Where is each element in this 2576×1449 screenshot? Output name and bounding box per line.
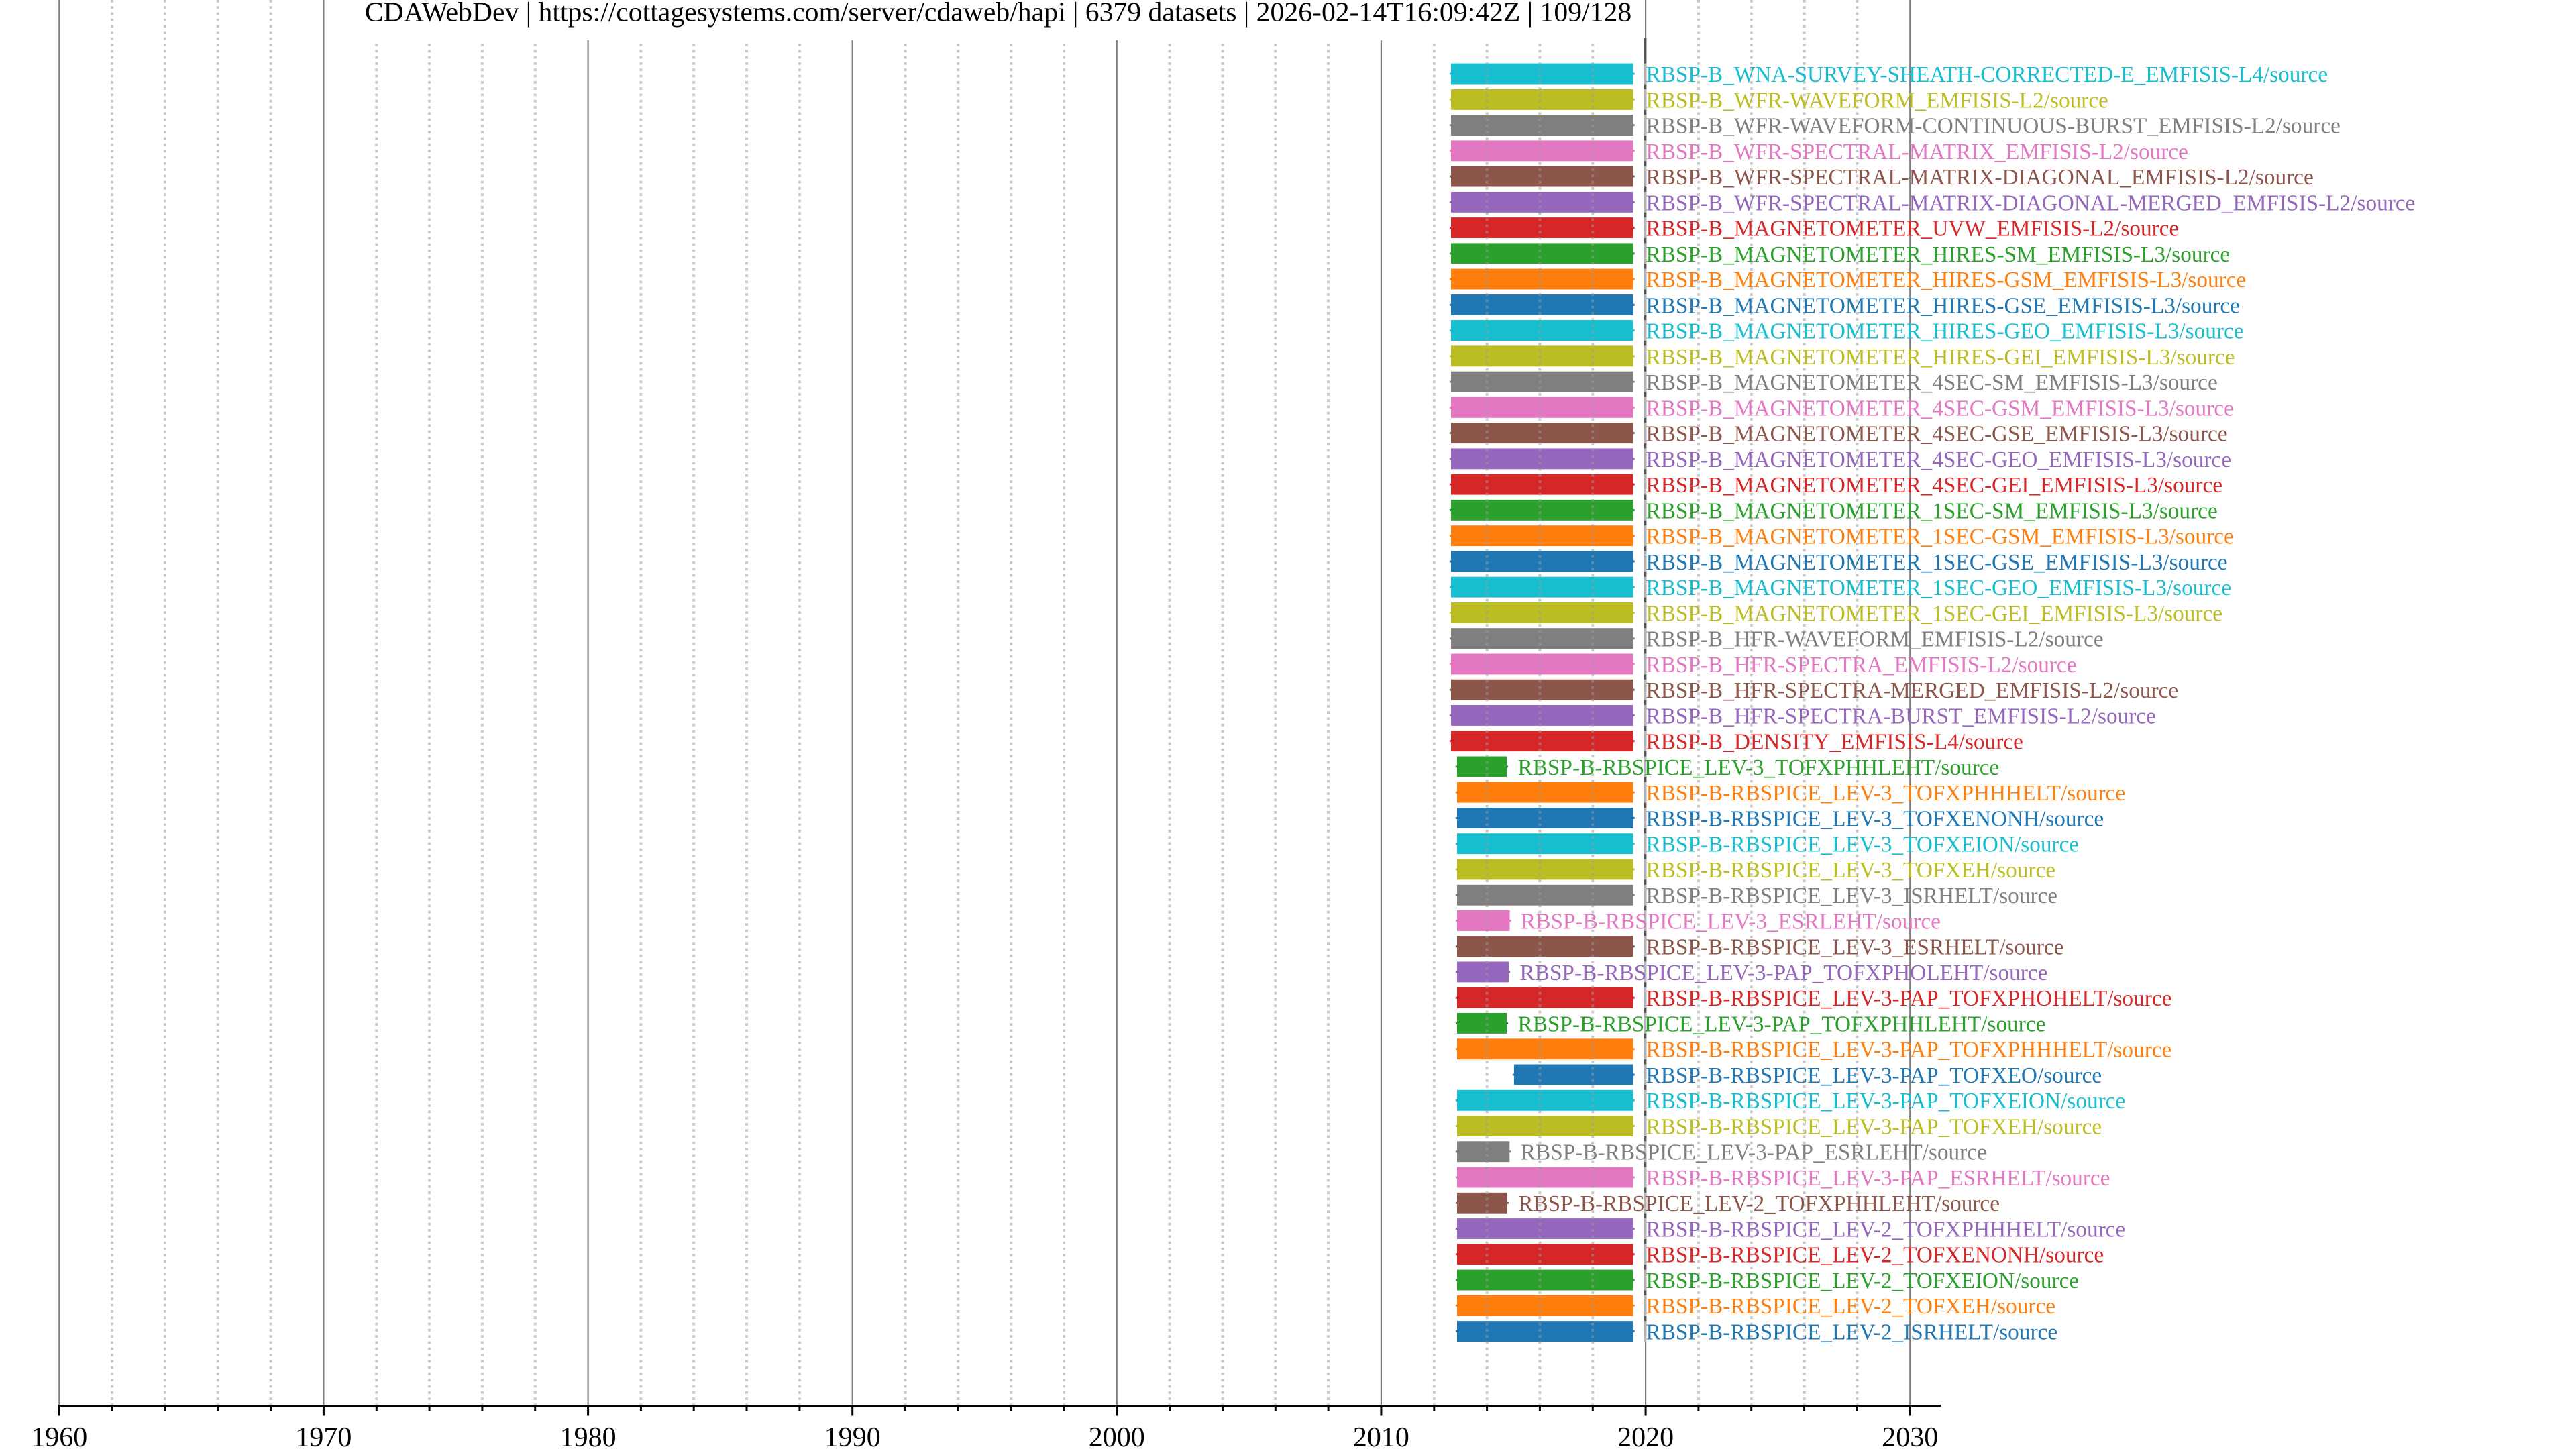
svg-text:RBSP-B-RBSPICE_LEV-3_TOFXEION/: RBSP-B-RBSPICE_LEV-3_TOFXEION/source (1646, 833, 2080, 857)
svg-text:1970: 1970 (295, 1422, 352, 1449)
svg-text:1980: 1980 (560, 1422, 616, 1449)
svg-text:RBSP-B_WFR-SPECTRAL-MATRIX-DIA: RBSP-B_WFR-SPECTRAL-MATRIX-DIAGONAL-MERG… (1646, 191, 2416, 215)
svg-text:RBSP-B-RBSPICE_LEV-2_TOFXEION/: RBSP-B-RBSPICE_LEV-2_TOFXEION/source (1646, 1269, 2080, 1293)
svg-text:2000: 2000 (1089, 1422, 1145, 1449)
svg-text:1990: 1990 (824, 1422, 881, 1449)
svg-text:RBSP-B_MAGNETOMETER_4SEC-GEO_E: RBSP-B_MAGNETOMETER_4SEC-GEO_EMFISIS-L3/… (1646, 447, 2232, 472)
svg-text:2020: 2020 (1617, 1422, 1674, 1449)
svg-text:RBSP-B_MAGNETOMETER_1SEC-GEI_E: RBSP-B_MAGNETOMETER_1SEC-GEI_EMFISIS-L3/… (1646, 601, 2223, 626)
svg-text:RBSP-B-RBSPICE_LEV-3-PAP_TOFXE: RBSP-B-RBSPICE_LEV-3-PAP_TOFXEO/source (1646, 1063, 2102, 1088)
svg-text:RBSP-B_MAGNETOMETER_1SEC-GEO_E: RBSP-B_MAGNETOMETER_1SEC-GEO_EMFISIS-L3/… (1646, 576, 2232, 600)
svg-text:RBSP-B_MAGNETOMETER_1SEC-GSM_E: RBSP-B_MAGNETOMETER_1SEC-GSM_EMFISIS-L3/… (1646, 525, 2234, 549)
svg-text:RBSP-B-RBSPICE_LEV-3_ISRHELT/s: RBSP-B-RBSPICE_LEV-3_ISRHELT/source (1646, 883, 2058, 908)
svg-text:RBSP-B_MAGNETOMETER_4SEC-GEI_E: RBSP-B_MAGNETOMETER_4SEC-GEI_EMFISIS-L3/… (1646, 473, 2223, 498)
svg-text:RBSP-B_MAGNETOMETER_HIRES-GSE_: RBSP-B_MAGNETOMETER_HIRES-GSE_EMFISIS-L3… (1646, 293, 2241, 318)
svg-text:RBSP-B_MAGNETOMETER_4SEC-GSM_E: RBSP-B_MAGNETOMETER_4SEC-GSM_EMFISIS-L3/… (1646, 396, 2234, 421)
svg-text:RBSP-B_MAGNETOMETER_HIRES-SM_E: RBSP-B_MAGNETOMETER_HIRES-SM_EMFISIS-L3/… (1646, 242, 2231, 267)
svg-text:RBSP-B-RBSPICE_LEV-2_TOFXENONH: RBSP-B-RBSPICE_LEV-2_TOFXENONH/source (1646, 1243, 2104, 1268)
svg-text:RBSP-B_WNA-SURVEY-SHEATH-CORRE: RBSP-B_WNA-SURVEY-SHEATH-CORRECTED-E_EMF… (1646, 62, 2328, 87)
svg-text:RBSP-B_MAGNETOMETER_HIRES-GEO_: RBSP-B_MAGNETOMETER_HIRES-GEO_EMFISIS-L3… (1646, 319, 2244, 344)
svg-text:RBSP-B_WFR-SPECTRAL-MATRIX-DIA: RBSP-B_WFR-SPECTRAL-MATRIX-DIAGONAL_EMFI… (1646, 165, 2314, 190)
svg-text:RBSP-B_MAGNETOMETER_1SEC-SM_EM: RBSP-B_MAGNETOMETER_1SEC-SM_EMFISIS-L3/s… (1646, 498, 2218, 523)
svg-text:RBSP-B_DENSITY_EMFISIS-L4/sour: RBSP-B_DENSITY_EMFISIS-L4/source (1646, 730, 2023, 755)
svg-text:RBSP-B-RBSPICE_LEV-3-PAP_TOFXP: RBSP-B-RBSPICE_LEV-3-PAP_TOFXPHHLEHT/sou… (1518, 1012, 2046, 1036)
svg-text:RBSP-B-RBSPICE_LEV-3_ESRHELT/s: RBSP-B-RBSPICE_LEV-3_ESRHELT/source (1646, 935, 2064, 960)
svg-text:RBSP-B-RBSPICE_LEV-3-PAP_TOFXP: RBSP-B-RBSPICE_LEV-3-PAP_TOFXPHOLEHT/sou… (1520, 961, 2048, 985)
svg-text:RBSP-B_HFR-SPECTRA_EMFISIS-L2/: RBSP-B_HFR-SPECTRA_EMFISIS-L2/source (1646, 653, 2077, 678)
svg-text:RBSP-B-RBSPICE_LEV-3-PAP_ESRHE: RBSP-B-RBSPICE_LEV-3-PAP_ESRHELT/source (1646, 1166, 2110, 1191)
svg-text:RBSP-B_MAGNETOMETER_1SEC-GSE_E: RBSP-B_MAGNETOMETER_1SEC-GSE_EMFISIS-L3/… (1646, 550, 2228, 575)
svg-text:RBSP-B_HFR-SPECTRA-MERGED_EMFI: RBSP-B_HFR-SPECTRA-MERGED_EMFISIS-L2/sou… (1646, 678, 2179, 703)
svg-text:RBSP-B-RBSPICE_LEV-2_TOFXEH/so: RBSP-B-RBSPICE_LEV-2_TOFXEH/source (1646, 1294, 2056, 1319)
svg-text:RBSP-B-RBSPICE_LEV-2_TOFXPHHLE: RBSP-B-RBSPICE_LEV-2_TOFXPHHLEHT/source (1518, 1191, 2000, 1216)
svg-text:2030: 2030 (1882, 1422, 1938, 1449)
svg-text:RBSP-B_WFR-WAVEFORM-CONTINUOUS: RBSP-B_WFR-WAVEFORM-CONTINUOUS-BURST_EMF… (1646, 114, 2341, 139)
svg-text:RBSP-B-RBSPICE_LEV-3_TOFXEH/so: RBSP-B-RBSPICE_LEV-3_TOFXEH/source (1646, 858, 2056, 883)
svg-text:RBSP-B-RBSPICE_LEV-3-PAP_TOFXP: RBSP-B-RBSPICE_LEV-3-PAP_TOFXPHHHELT/sou… (1646, 1038, 2172, 1063)
svg-text:CDAWebDev | https://cottagesys: CDAWebDev | https://cottagesystems.com/s… (365, 0, 1631, 28)
svg-text:RBSP-B-RBSPICE_LEV-3-PAP_TOFXE: RBSP-B-RBSPICE_LEV-3-PAP_TOFXEION/source (1646, 1089, 2126, 1114)
svg-text:RBSP-B-RBSPICE_LEV-3_TOFXPHHLE: RBSP-B-RBSPICE_LEV-3_TOFXPHHLEHT/source (1518, 755, 2000, 780)
svg-text:2010: 2010 (1353, 1422, 1409, 1449)
svg-text:RBSP-B-RBSPICE_LEV-2_TOFXPHHHE: RBSP-B-RBSPICE_LEV-2_TOFXPHHHELT/source (1646, 1218, 2126, 1242)
svg-text:RBSP-B-RBSPICE_LEV-3-PAP_TOFXE: RBSP-B-RBSPICE_LEV-3-PAP_TOFXEH/source (1646, 1115, 2102, 1140)
svg-text:RBSP-B-RBSPICE_LEV-2_ISRHELT/s: RBSP-B-RBSPICE_LEV-2_ISRHELT/source (1646, 1320, 2058, 1345)
svg-text:RBSP-B-RBSPICE_LEV-3-PAP_ESRLE: RBSP-B-RBSPICE_LEV-3-PAP_ESRLEHT/source (1521, 1140, 1987, 1165)
svg-text:RBSP-B_WFR-WAVEFORM_EMFISIS-L2: RBSP-B_WFR-WAVEFORM_EMFISIS-L2/source (1646, 88, 2108, 113)
svg-text:RBSP-B_MAGNETOMETER_HIRES-GSM_: RBSP-B_MAGNETOMETER_HIRES-GSM_EMFISIS-L3… (1646, 268, 2247, 292)
svg-text:RBSP-B_MAGNETOMETER_UVW_EMFISI: RBSP-B_MAGNETOMETER_UVW_EMFISIS-L2/sourc… (1646, 217, 2180, 241)
svg-text:RBSP-B_MAGNETOMETER_4SEC-GSE_E: RBSP-B_MAGNETOMETER_4SEC-GSE_EMFISIS-L3/… (1646, 422, 2228, 447)
svg-text:RBSP-B-RBSPICE_LEV-3-PAP_TOFXP: RBSP-B-RBSPICE_LEV-3-PAP_TOFXPHOHELT/sou… (1646, 986, 2172, 1011)
svg-text:RBSP-B_MAGNETOMETER_HIRES-GEI_: RBSP-B_MAGNETOMETER_HIRES-GEI_EMFISIS-L3… (1646, 345, 2235, 370)
svg-text:RBSP-B-RBSPICE_LEV-3_TOFXENONH: RBSP-B-RBSPICE_LEV-3_TOFXENONH/source (1646, 806, 2104, 831)
svg-text:RBSP-B_HFR-WAVEFORM_EMFISIS-L2: RBSP-B_HFR-WAVEFORM_EMFISIS-L2/source (1646, 627, 2104, 652)
svg-text:RBSP-B-RBSPICE_LEV-3_TOFXPHHHE: RBSP-B-RBSPICE_LEV-3_TOFXPHHHELT/source (1646, 781, 2126, 806)
svg-text:RBSP-B_WFR-SPECTRAL-MATRIX_EMF: RBSP-B_WFR-SPECTRAL-MATRIX_EMFISIS-L2/so… (1646, 140, 2188, 164)
svg-text:RBSP-B_HFR-SPECTRA-BURST_EMFIS: RBSP-B_HFR-SPECTRA-BURST_EMFISIS-L2/sour… (1646, 704, 2156, 729)
svg-text:RBSP-B-RBSPICE_LEV-3_ESRLEHT/s: RBSP-B-RBSPICE_LEV-3_ESRLEHT/source (1521, 909, 1941, 934)
svg-text:1960: 1960 (31, 1422, 87, 1449)
svg-text:RBSP-B_MAGNETOMETER_4SEC-SM_EM: RBSP-B_MAGNETOMETER_4SEC-SM_EMFISIS-L3/s… (1646, 370, 2218, 395)
